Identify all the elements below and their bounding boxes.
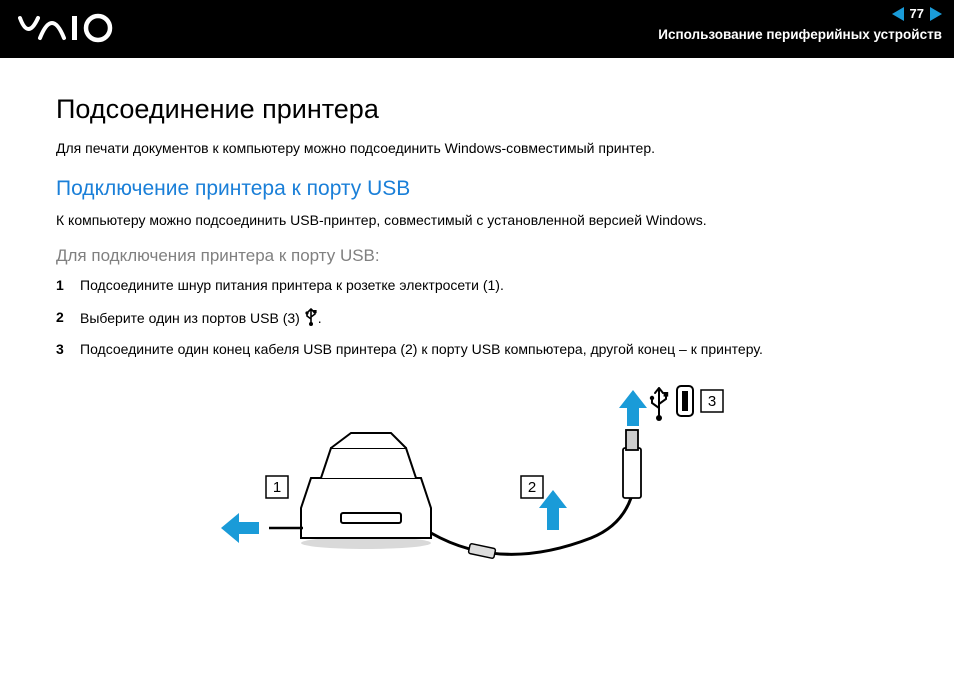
intro-text: Для печати документов к компьютеру можно…	[56, 139, 906, 159]
procedure-title: Для подключения принтера к порту USB:	[56, 246, 906, 266]
step-item: 3 Подсоедините один конец кабеля USB при…	[56, 340, 906, 360]
breadcrumb: Использование периферийных устройств	[658, 27, 942, 42]
callout-1: 1	[273, 479, 281, 496]
step-text: Подсоедините один конец кабеля USB принт…	[80, 340, 906, 360]
step-text-before: Выберите один из портов USB (3)	[80, 310, 304, 326]
callout-2: 2	[528, 479, 536, 496]
step-text: Подсоедините шнур питания принтера к роз…	[80, 276, 906, 296]
next-page-arrow-icon[interactable]	[930, 7, 942, 21]
step-text: Выберите один из портов USB (3) .	[80, 308, 906, 329]
header-nav: 77 Использование периферийных устройств	[658, 6, 942, 42]
page-header: 77 Использование периферийных устройств	[0, 0, 954, 58]
prev-page-arrow-icon[interactable]	[892, 7, 904, 21]
page-title: Подсоединение принтера	[56, 94, 906, 125]
step-number: 2	[56, 308, 80, 329]
connection-diagram: 1 2	[56, 378, 906, 598]
step-number: 1	[56, 276, 80, 296]
usb-icon	[304, 308, 318, 329]
step-item: 2 Выберите один из портов USB (3) .	[56, 308, 906, 329]
step-text-after: .	[318, 310, 322, 326]
page-content: Подсоединение принтера Для печати докуме…	[0, 58, 954, 618]
usb-symbol-icon	[650, 388, 668, 421]
section-title: Подключение принтера к порту USB	[56, 177, 906, 201]
step-number: 3	[56, 340, 80, 360]
printer-icon	[301, 433, 431, 549]
vaio-logo	[18, 12, 128, 49]
step-item: 1 Подсоедините шнур питания принтера к р…	[56, 276, 906, 296]
section-intro: К компьютеру можно подсоединить USB-прин…	[56, 211, 906, 231]
usb-port-icon	[677, 386, 693, 416]
callout-3: 3	[708, 393, 716, 410]
page-nav-arrows: 77	[658, 6, 942, 21]
usb-plug-icon	[623, 430, 641, 498]
steps-list: 1 Подсоедините шнур питания принтера к р…	[56, 276, 906, 360]
page-number: 77	[910, 6, 924, 21]
